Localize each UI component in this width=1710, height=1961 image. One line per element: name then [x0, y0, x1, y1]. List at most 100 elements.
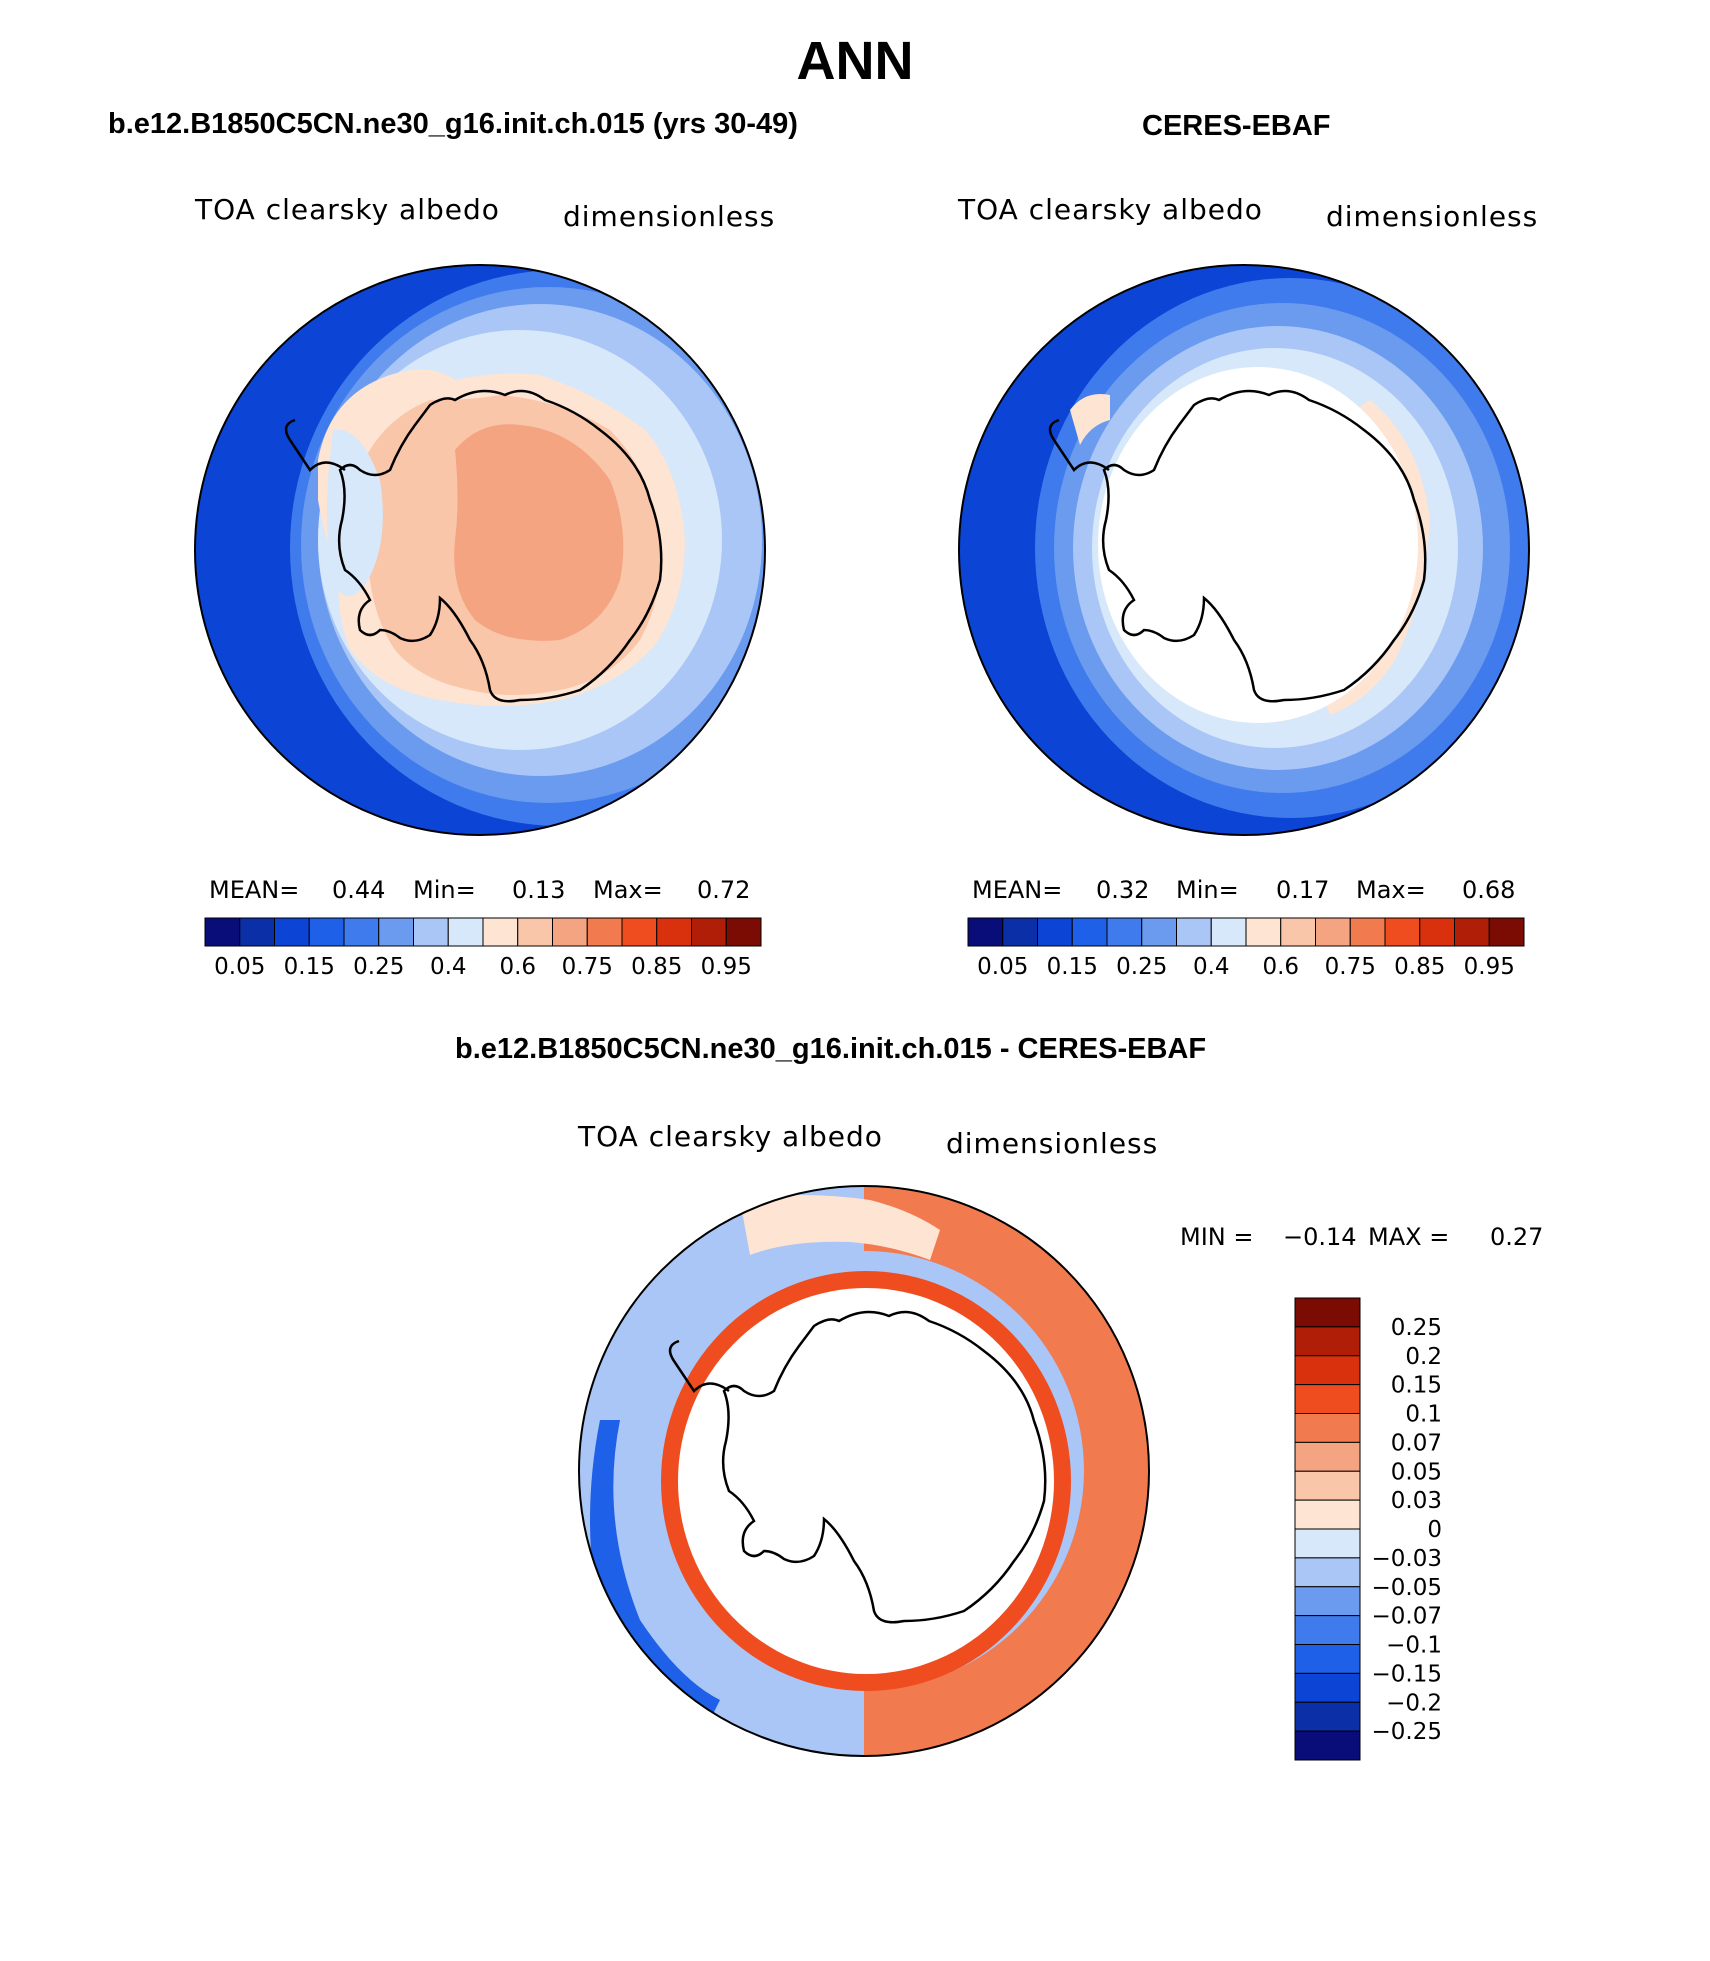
model-colorbar-tick-label: 0.25: [353, 954, 404, 980]
model-max-value: 0.72: [697, 876, 751, 904]
diff-min-label: MIN =: [1180, 1223, 1254, 1251]
obs-colorbar: 0.05 0.15 0.25 0.4 0.6 0.75 0.85 0.95: [967, 917, 1525, 980]
obs-mean-label: MEAN=: [972, 876, 1063, 904]
obs-panel-title: CERES-EBAF: [1142, 110, 1331, 142]
obs-colorbar-tick-label: 0.25: [1116, 954, 1167, 980]
diff-variable-label: TOA clearsky albedo: [578, 1120, 883, 1153]
model-colorbar-segment: [586, 917, 623, 947]
obs-max-value: 0.68: [1462, 876, 1516, 904]
diff-positive-north: [740, 1195, 940, 1260]
model-colorbar-tick-label: 0.15: [284, 954, 335, 980]
obs-colorbar-segment: [1315, 917, 1351, 947]
diff-colorbar-segment: [1294, 1701, 1361, 1732]
obs-max-label: Max=: [1356, 876, 1426, 904]
obs-colorbar-segment: [1141, 917, 1177, 947]
diff-map-border: [578, 1185, 1150, 1757]
obs-colorbar-segment: [1037, 917, 1073, 947]
model-colorbar-segment: [308, 917, 345, 947]
model-colorbar-tick-label: 0.6: [499, 954, 536, 980]
model-colorbar-tick-label: 0.85: [631, 954, 682, 980]
model-colorbar-tick-label: 0.4: [430, 954, 467, 980]
obs-colorbar-segment: [1176, 917, 1212, 947]
page-title: ANN: [796, 31, 914, 91]
diff-missing-data: [678, 1288, 1054, 1674]
obs-colorbar-segment: [1488, 917, 1525, 947]
obs-min-value: 0.17: [1276, 876, 1330, 904]
model-min-label: Min=: [413, 876, 476, 904]
diff-colorbar-tick-label: 0.25: [1391, 1315, 1442, 1341]
model-mean-label: MEAN=: [209, 876, 300, 904]
diff-colorbar-segment: [1294, 1297, 1361, 1328]
diff-colorbar-tick-label: −0.03: [1372, 1546, 1442, 1572]
obs-antarctica-coast: [1101, 389, 1427, 703]
model-colorbar-segment: [274, 917, 310, 947]
diff-map: [579, 1186, 1149, 1756]
model-mean-value: 0.44: [332, 876, 386, 904]
diff-colorbar-tick-label: 0: [1427, 1517, 1442, 1543]
obs-colorbar-segment: [1280, 917, 1316, 947]
obs-colorbar-segment: [1349, 917, 1386, 947]
diff-colorbar-tick-label: −0.05: [1372, 1575, 1442, 1601]
model-colorbar-segment: [691, 917, 727, 947]
model-colorbar-segment: [239, 917, 275, 947]
obs-units-label: dimensionless: [1326, 200, 1539, 233]
obs-min-label: Min=: [1176, 876, 1239, 904]
diff-colorbar-segment: [1294, 1644, 1361, 1674]
model-colorbar-tick-label: 0.05: [214, 954, 265, 980]
model-colorbar-segment: [725, 917, 762, 947]
model-colorbar-segment: [204, 917, 241, 947]
diff-colorbar-segment: [1294, 1326, 1361, 1357]
model-variable-label: TOA clearsky albedo: [195, 193, 500, 226]
model-colorbar-tick-label: 0.75: [562, 954, 613, 980]
obs-colorbar-segment: [1419, 917, 1455, 947]
obs-colorbar-segment: [1384, 917, 1421, 947]
obs-colorbar-tick-label: 0.85: [1394, 954, 1445, 980]
obs-band-06-west: [1070, 394, 1110, 445]
diff-panel-title: b.e12.B1850C5CN.ne30_g16.init.ch.015 - C…: [455, 1033, 1207, 1065]
model-colorbar-segment: [482, 917, 519, 947]
obs-map-border: [958, 264, 1530, 836]
diff-positive-east: [864, 1186, 1149, 1756]
diff-max-value: 0.27: [1490, 1223, 1544, 1251]
diff-max-label: MAX =: [1368, 1223, 1450, 1251]
model-colorbar-segment: [378, 917, 414, 947]
obs-colorbar-tick-label: 0.6: [1262, 954, 1299, 980]
model-colorbar-segment: [656, 917, 692, 947]
diff-colorbar-segment: [1294, 1557, 1361, 1588]
diff-colorbar-segment: [1294, 1413, 1361, 1443]
obs-colorbar-segment: [1454, 917, 1490, 947]
obs-colorbar-tick-label: 0.4: [1193, 954, 1230, 980]
model-colorbar: 0.05 0.15 0.25 0.4 0.6 0.75 0.85 0.95: [204, 917, 762, 980]
model-panel-title: b.e12.B1850C5CN.ne30_g16.init.ch.015 (yr…: [108, 108, 798, 140]
diff-colorbar-tick-label: −0.25: [1372, 1719, 1442, 1745]
obs-colorbar-segment: [1106, 917, 1143, 947]
model-colorbar-segment: [447, 917, 484, 947]
obs-peninsula: [1048, 418, 1110, 472]
model-max-label: Max=: [593, 876, 663, 904]
model-colorbar-segment: [413, 917, 449, 947]
diff-colorbar-tick-label: 0.03: [1391, 1488, 1442, 1514]
diff-peninsula: [668, 1339, 730, 1393]
diff-colorbar-tick-label: −0.07: [1372, 1604, 1442, 1630]
diff-colorbar-segment: [1294, 1355, 1361, 1386]
obs-colorbar-tick-label: 0.05: [977, 954, 1028, 980]
diff-antarctica-coast: [721, 1310, 1047, 1624]
diff-colorbar-segment: [1294, 1586, 1361, 1617]
diff-colorbar-tick-label: −0.15: [1372, 1661, 1442, 1687]
model-colorbar-segment: [517, 917, 553, 947]
diff-colorbar-segment: [1294, 1730, 1361, 1761]
obs-colorbar-segment: [1245, 917, 1282, 947]
model-colorbar-segment: [621, 917, 658, 947]
model-colorbar-segment: [343, 917, 380, 947]
obs-colorbar-segment: [1002, 917, 1038, 947]
diff-colorbar-tick-label: 0.15: [1391, 1373, 1442, 1399]
diff-colorbar-segment: [1294, 1441, 1361, 1472]
diff-colorbar-segment: [1294, 1499, 1361, 1530]
diff-colorbar-tick-label: 0.05: [1391, 1459, 1442, 1485]
obs-colorbar-tick-label: 0.75: [1325, 954, 1376, 980]
diff-colorbar-segment: [1294, 1470, 1361, 1501]
model-antarctica-coast: [337, 389, 663, 703]
model-min-value: 0.13: [512, 876, 566, 904]
model-colorbar-tick-label: 0.95: [701, 954, 752, 980]
